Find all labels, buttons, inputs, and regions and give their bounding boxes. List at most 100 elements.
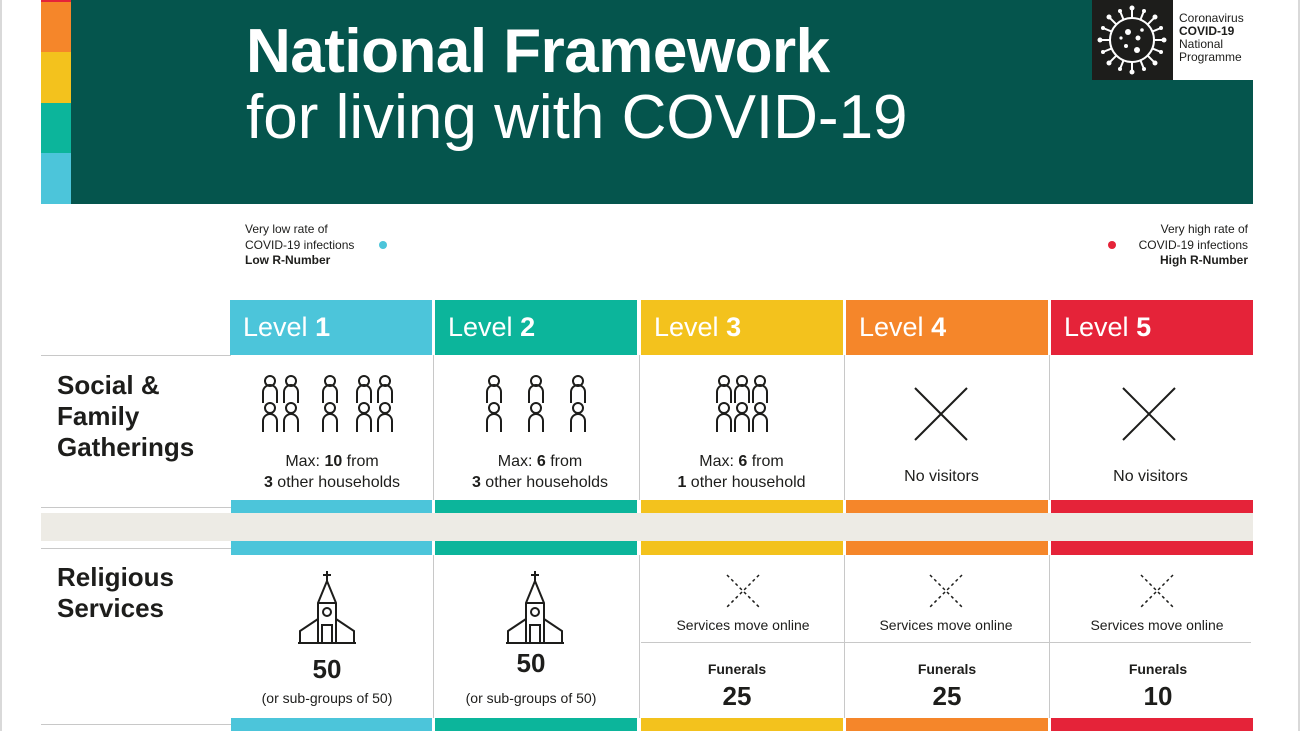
households-text: other household <box>686 474 806 491</box>
level-band-2 <box>435 718 637 731</box>
risk-scale-line <box>379 241 1116 249</box>
social-cell-level-2: Max: 6 from 3 other households <box>439 451 641 493</box>
level-band-4 <box>846 500 1048 514</box>
level-band-3 <box>641 718 843 731</box>
grid-line <box>641 642 1251 643</box>
religious-number-level-2: 50 <box>516 648 546 678</box>
stripe-orange <box>41 2 71 52</box>
households-text: other households <box>480 474 609 491</box>
scale-start-dot <box>379 241 387 249</box>
row-label-line: Gatherings <box>57 432 195 462</box>
dotted-cross-icon <box>726 574 760 608</box>
grid-line <box>41 507 231 508</box>
row-label-social: Social & Family Gatherings <box>57 370 194 463</box>
from-text: from <box>545 453 583 470</box>
logo-line: Coronavirus <box>1179 11 1244 25</box>
grid-line <box>844 355 845 500</box>
page-subtitle: for living with COVID-19 <box>246 83 908 152</box>
funerals-label-level-4: Funerals <box>917 661 977 677</box>
header-color-stripes <box>41 0 71 204</box>
max-value: 6 <box>536 453 546 470</box>
religious-note-level-2: (or sub-groups of 50) <box>465 690 597 706</box>
funerals-label-level-3: Funerals <box>707 661 767 677</box>
level-band-4 <box>846 541 1048 555</box>
header-banner: National Framework for living with COVID… <box>71 0 1253 204</box>
max-value: 10 <box>324 453 343 470</box>
grid-line <box>433 555 434 718</box>
logo-line: National <box>1179 37 1224 51</box>
level-header-2: Level 2 <box>435 300 637 355</box>
page-border-right <box>1298 0 1300 731</box>
level-band-1 <box>231 541 432 555</box>
scale-low-label: Very low rate of COVID-19 infections Low… <box>245 222 354 269</box>
funerals-value-level-3: 25 <box>722 681 752 711</box>
max-prefix: Max: <box>497 453 537 470</box>
row-separator <box>41 513 1253 541</box>
scale-high-line2: COVID-19 infections <box>1138 237 1248 252</box>
social-cell-level-5: No visitors <box>1048 466 1253 487</box>
from-text: from <box>747 453 784 470</box>
level-number: 1 <box>315 312 331 342</box>
virus-icon <box>1092 0 1173 80</box>
level-band-5 <box>1051 718 1253 731</box>
scale-end-dot <box>1108 241 1116 249</box>
services-online-level-3: Services move online <box>676 617 810 633</box>
grid-line <box>41 724 231 725</box>
level-band-2 <box>435 541 637 555</box>
level-header-4: Level 4 <box>846 300 1048 355</box>
social-cell-level-4: No visitors <box>839 466 1044 487</box>
level-prefix: Level <box>243 312 316 342</box>
dotted-cross-icon <box>1140 574 1174 608</box>
church-icon <box>298 571 356 644</box>
grid-line <box>844 555 845 718</box>
row-label-line: Religious <box>57 562 175 592</box>
households-value: 3 <box>471 474 481 491</box>
no-visitors-text: No visitors <box>1113 468 1188 485</box>
level-header-3: Level 3 <box>641 300 843 355</box>
grid-line <box>639 355 640 500</box>
level-number: 3 <box>726 312 742 342</box>
page-title: National Framework <box>246 17 830 86</box>
scale-low-line2: COVID-19 infections <box>245 237 355 252</box>
level-band-4 <box>846 718 1048 731</box>
services-online-level-5: Services move online <box>1090 617 1224 633</box>
scale-low-line3: Low R-Number <box>245 253 331 267</box>
level-prefix: Level <box>1064 312 1137 342</box>
grid-line <box>1049 555 1050 718</box>
stripe-teal <box>41 103 71 153</box>
level-band-3 <box>641 500 843 514</box>
level-number: 5 <box>1136 312 1152 342</box>
max-value: 6 <box>738 453 748 470</box>
level-prefix: Level <box>859 312 932 342</box>
max-prefix: Max: <box>699 453 739 470</box>
cross-icon <box>1122 387 1176 441</box>
row-label-line: Family <box>57 401 140 431</box>
religious-note-level-1: (or sub-groups of 50) <box>261 690 393 706</box>
page-border-left <box>0 0 2 731</box>
people-group-icon <box>486 375 586 432</box>
max-prefix: Max: <box>285 453 325 470</box>
grid-line <box>1049 355 1050 500</box>
row-label-line: Social & <box>57 370 160 400</box>
level-prefix: Level <box>654 312 727 342</box>
religious-number-level-1: 50 <box>312 654 342 684</box>
level-band-5 <box>1051 500 1253 514</box>
grid-line <box>433 355 434 500</box>
level-number: 2 <box>520 312 536 342</box>
row-label-religious: Religious Services <box>57 562 174 624</box>
stripe-red <box>41 0 71 2</box>
scale-low-line1: Very low rate of <box>245 222 328 236</box>
social-cell-level-3: Max: 6 from 1 other household <box>639 451 844 493</box>
level-prefix: Level <box>448 312 521 342</box>
funerals-value-level-4: 25 <box>932 681 962 711</box>
programme-logo: Coronavirus COVID-19 National Programme <box>1092 0 1253 80</box>
level-header-5: Level 5 <box>1051 300 1253 355</box>
households-value: 1 <box>677 474 687 491</box>
households-value: 3 <box>263 474 273 491</box>
scale-high-label: Very high rate of COVID-19 infections Hi… <box>1139 222 1248 269</box>
church-icon <box>506 571 564 644</box>
from-text: from <box>342 453 379 470</box>
cross-icon <box>914 387 968 441</box>
logo-line: Programme <box>1179 50 1242 64</box>
logo-text: Coronavirus COVID-19 National Programme <box>1179 12 1244 64</box>
